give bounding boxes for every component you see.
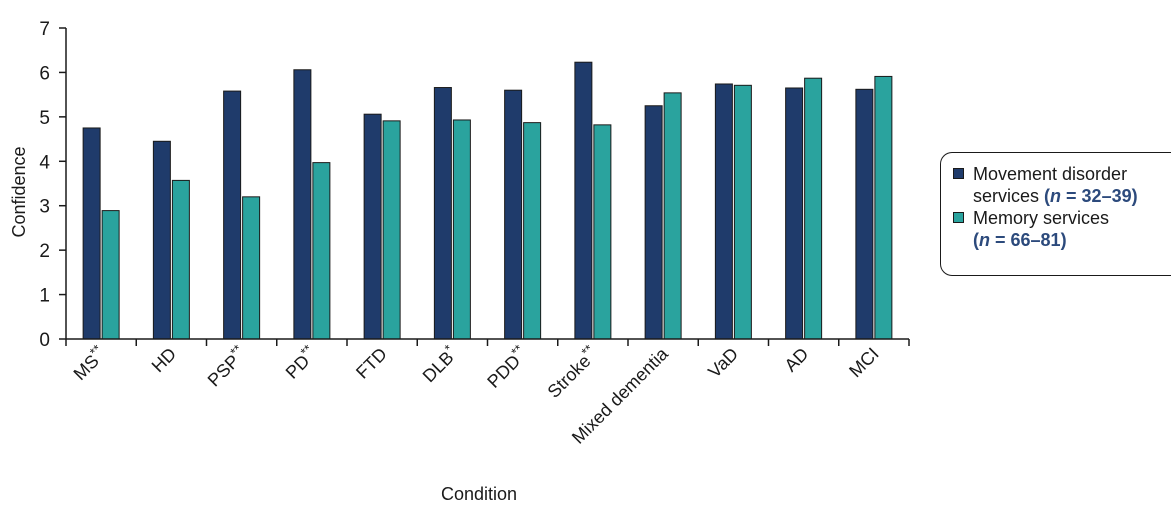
x-tick-label-10: AD [781,344,813,376]
x-tick-label-11: MCI [845,344,882,381]
bar-movement-0 [82,127,101,340]
x-tick-label-3: PD** [280,342,321,383]
y-tick-label-4: 4 [39,152,50,173]
x-tick-label-2: PSP** [202,342,251,391]
y-tick-label-0: 0 [39,330,50,351]
legend-swatch-memory [953,212,964,223]
y-axis-label: Confidence [9,146,29,237]
bar-memory-8 [663,92,682,340]
x-tick-label-4: FTD [352,344,391,383]
bar-movement-4 [363,113,382,340]
bar-memory-1 [171,179,190,340]
bar-memory-2 [242,196,261,340]
legend-item-memory: Memory services (n = 66–81) [953,207,1171,251]
y-tick-label-1: 1 [39,286,50,307]
bar-movement-9 [714,83,733,340]
y-tick-label-2: 2 [39,241,50,262]
y-tick-label-3: 3 [39,197,50,218]
x-tick-label-6: PDD** [481,342,531,392]
bar-memory-7 [593,124,612,340]
bar-memory-0 [101,210,120,340]
bar-movement-6 [504,89,523,340]
bars-group [82,61,893,340]
bar-memory-5 [452,119,471,340]
bar-movement-5 [433,87,452,340]
bar-movement-2 [223,90,242,340]
bar-movement-3 [293,69,312,340]
bar-memory-4 [382,120,401,340]
bar-movement-1 [152,140,171,340]
legend-n-movement: (n = 32–39) [1044,186,1138,206]
legend-n-memory: (n = 66–81) [973,230,1067,250]
y-tick-label-6: 6 [39,63,50,84]
bar-chart: 0 1 2 3 4 5 6 7 MS** HD PSP** PD** FTD DLB* PDD**Strok… [9,19,910,504]
bar-movement-11 [855,88,874,340]
legend: Movement disorder services (n = 32–39) M… [940,152,1171,276]
bar-memory-3 [312,162,331,340]
x-axis-label: Condition [441,484,517,504]
legend-swatch-movement [953,168,964,179]
y-tick-label-5: 5 [39,108,50,129]
bar-movement-10 [785,87,804,340]
bar-memory-10 [804,77,823,340]
legend-item-movement: Movement disorder services (n = 32–39) [953,163,1171,207]
bar-movement-8 [644,105,663,340]
bar-memory-11 [874,75,893,340]
legend-label-movement: Movement disorder services [973,164,1128,206]
x-tick-label-9: VaD [704,344,742,382]
x-tick-label-1: HD [148,344,181,377]
bar-movement-7 [574,61,593,340]
x-tick-label-0: MS** [67,342,110,385]
y-tick-label-7: 7 [39,19,50,40]
bar-memory-9 [733,84,752,340]
bar-memory-6 [523,122,542,340]
x-tick-label-7: Stroke** [541,342,601,402]
x-tick-label-5: DLB* [417,342,462,387]
legend-label-memory: Memory services [973,208,1110,228]
